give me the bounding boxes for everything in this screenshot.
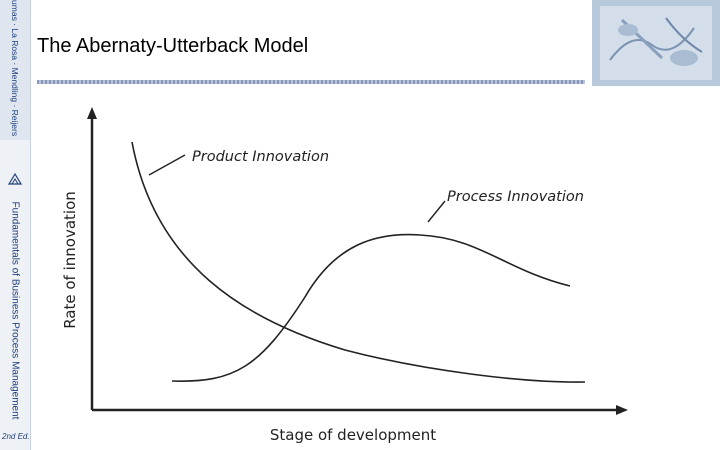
slide-title: The Abernaty-Utterback Model xyxy=(37,35,309,57)
process-innovation-label: Process Innovation xyxy=(447,189,584,205)
product-innovation-curve xyxy=(131,141,586,383)
book-logo-icon xyxy=(7,172,23,185)
sidebar-header-band xyxy=(0,0,30,140)
x-axis-label: Stage of development xyxy=(270,426,436,444)
x-axis-arrow xyxy=(616,405,628,415)
product-innovation-label: Product Innovation xyxy=(192,149,329,165)
process-innovation-leader xyxy=(427,200,446,223)
edition-label: 2nd Ed. xyxy=(2,432,30,441)
title-divider xyxy=(37,80,585,84)
corner-decorative-image xyxy=(592,0,720,86)
book-title-label: Fundamentals of Business Process Managem… xyxy=(9,201,21,420)
book-sidebar: Dumas · La Rosa · Mendling · Reijers Fun… xyxy=(0,0,31,450)
y-axis-arrow xyxy=(87,107,97,119)
product-innovation-leader xyxy=(148,154,186,176)
innovation-diagram: Rate of innovation Stage of development … xyxy=(61,107,628,444)
author-series-label: Dumas · La Rosa · Mendling · Reijers xyxy=(10,0,20,137)
process-innovation-curve xyxy=(171,233,571,382)
y-axis-label: Rate of innovation xyxy=(61,191,79,329)
